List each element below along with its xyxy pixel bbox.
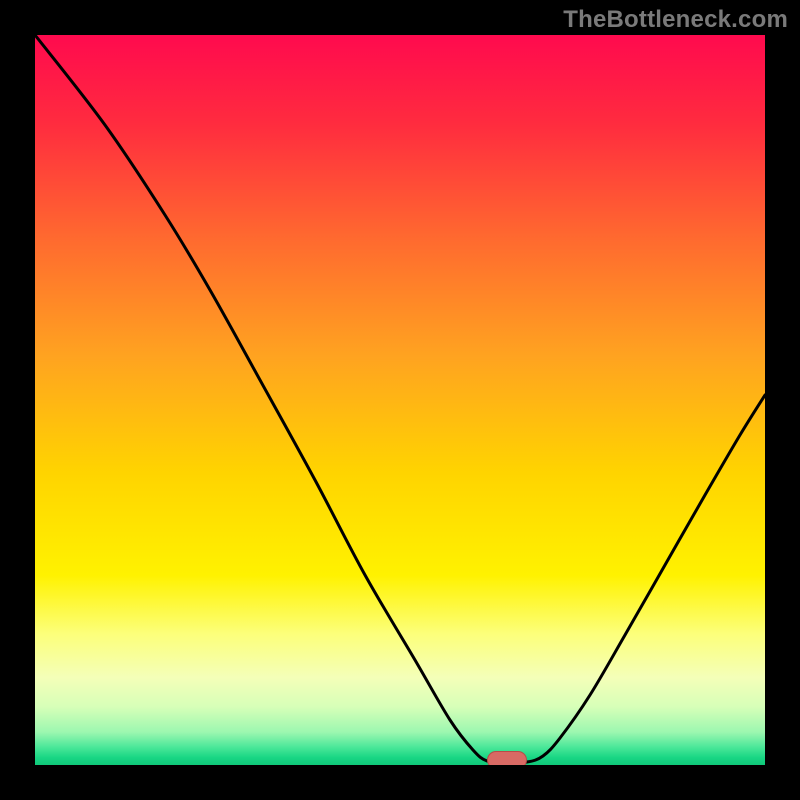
chart-frame: TheBottleneck.com xyxy=(0,0,800,800)
bottleneck-curve xyxy=(35,35,765,762)
watermark-text: TheBottleneck.com xyxy=(563,6,788,34)
optimum-marker xyxy=(487,751,527,765)
chart-svg xyxy=(35,35,765,765)
gradient-background xyxy=(35,35,765,765)
plot-area xyxy=(35,35,765,765)
